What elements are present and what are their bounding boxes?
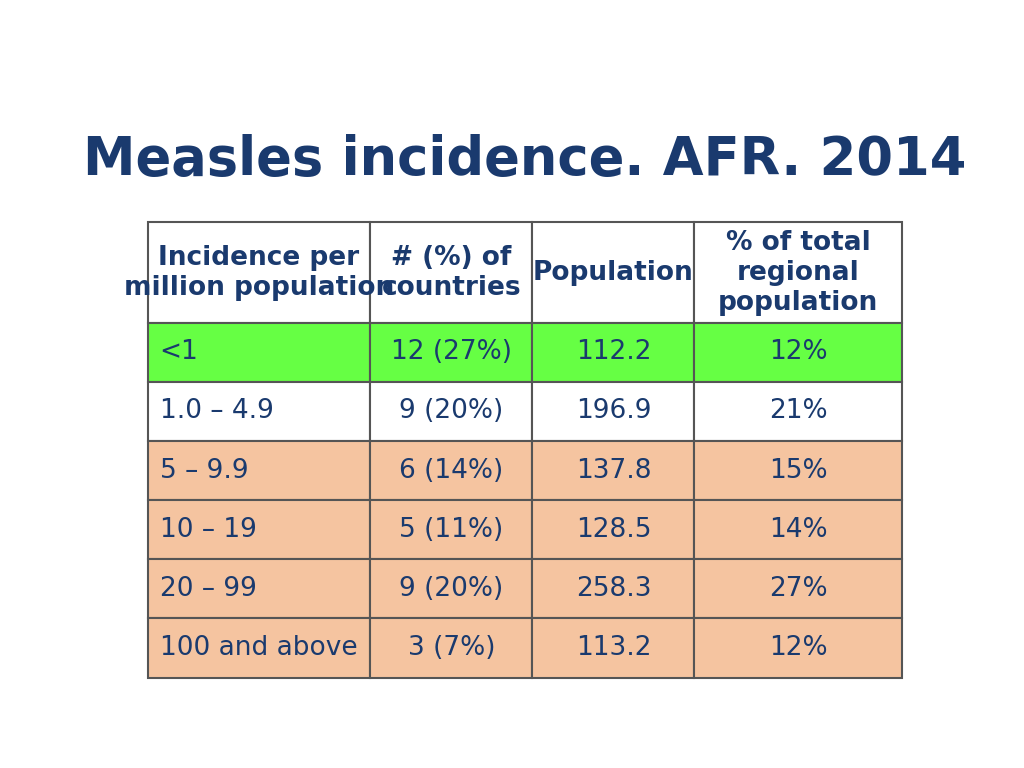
Text: % of total
regional
population: % of total regional population xyxy=(718,230,879,316)
Bar xyxy=(147,500,371,559)
Text: 20 – 99: 20 – 99 xyxy=(160,576,257,602)
Text: 21%: 21% xyxy=(769,399,827,425)
Bar xyxy=(694,618,902,677)
Bar xyxy=(371,500,532,559)
Bar xyxy=(694,382,902,441)
Text: 3 (7%): 3 (7%) xyxy=(408,635,495,661)
Text: 258.3: 258.3 xyxy=(575,576,651,602)
Text: <1: <1 xyxy=(160,339,199,366)
Bar xyxy=(694,222,902,323)
Bar xyxy=(694,323,902,382)
Bar xyxy=(694,500,902,559)
Text: 196.9: 196.9 xyxy=(575,399,651,425)
Bar xyxy=(532,222,694,323)
Bar xyxy=(147,441,371,500)
Text: 9 (20%): 9 (20%) xyxy=(399,576,504,602)
Text: Incidence per
million population: Incidence per million population xyxy=(124,244,394,300)
Text: 5 (11%): 5 (11%) xyxy=(399,517,504,543)
Text: 12%: 12% xyxy=(769,339,827,366)
Text: 12%: 12% xyxy=(769,635,827,661)
Text: 100 and above: 100 and above xyxy=(160,635,357,661)
Text: 14%: 14% xyxy=(769,517,827,543)
Text: 15%: 15% xyxy=(769,458,827,484)
Bar xyxy=(147,382,371,441)
Bar xyxy=(694,441,902,500)
Bar xyxy=(532,441,694,500)
Bar xyxy=(371,382,532,441)
Bar xyxy=(532,323,694,382)
Text: 128.5: 128.5 xyxy=(575,517,651,543)
Bar xyxy=(694,559,902,618)
Text: Population: Population xyxy=(534,260,694,286)
Bar xyxy=(532,559,694,618)
Bar xyxy=(371,441,532,500)
Text: 1.0 – 4.9: 1.0 – 4.9 xyxy=(160,399,273,425)
Bar xyxy=(147,222,371,323)
Text: 27%: 27% xyxy=(769,576,827,602)
Bar xyxy=(147,618,371,677)
Bar xyxy=(147,323,371,382)
Bar xyxy=(532,500,694,559)
Text: 12 (27%): 12 (27%) xyxy=(391,339,512,366)
Bar xyxy=(532,618,694,677)
Bar xyxy=(371,618,532,677)
Text: # (%) of
countries: # (%) of countries xyxy=(382,244,521,300)
Text: 6 (14%): 6 (14%) xyxy=(399,458,504,484)
Text: Measles incidence. AFR. 2014: Measles incidence. AFR. 2014 xyxy=(83,134,967,186)
Text: 112.2: 112.2 xyxy=(575,339,651,366)
Bar xyxy=(371,323,532,382)
Bar xyxy=(147,559,371,618)
Bar xyxy=(371,559,532,618)
Text: 10 – 19: 10 – 19 xyxy=(160,517,257,543)
Text: 113.2: 113.2 xyxy=(575,635,651,661)
Text: 137.8: 137.8 xyxy=(575,458,651,484)
Text: 5 – 9.9: 5 – 9.9 xyxy=(160,458,249,484)
Bar xyxy=(371,222,532,323)
Text: 9 (20%): 9 (20%) xyxy=(399,399,504,425)
Bar xyxy=(532,382,694,441)
